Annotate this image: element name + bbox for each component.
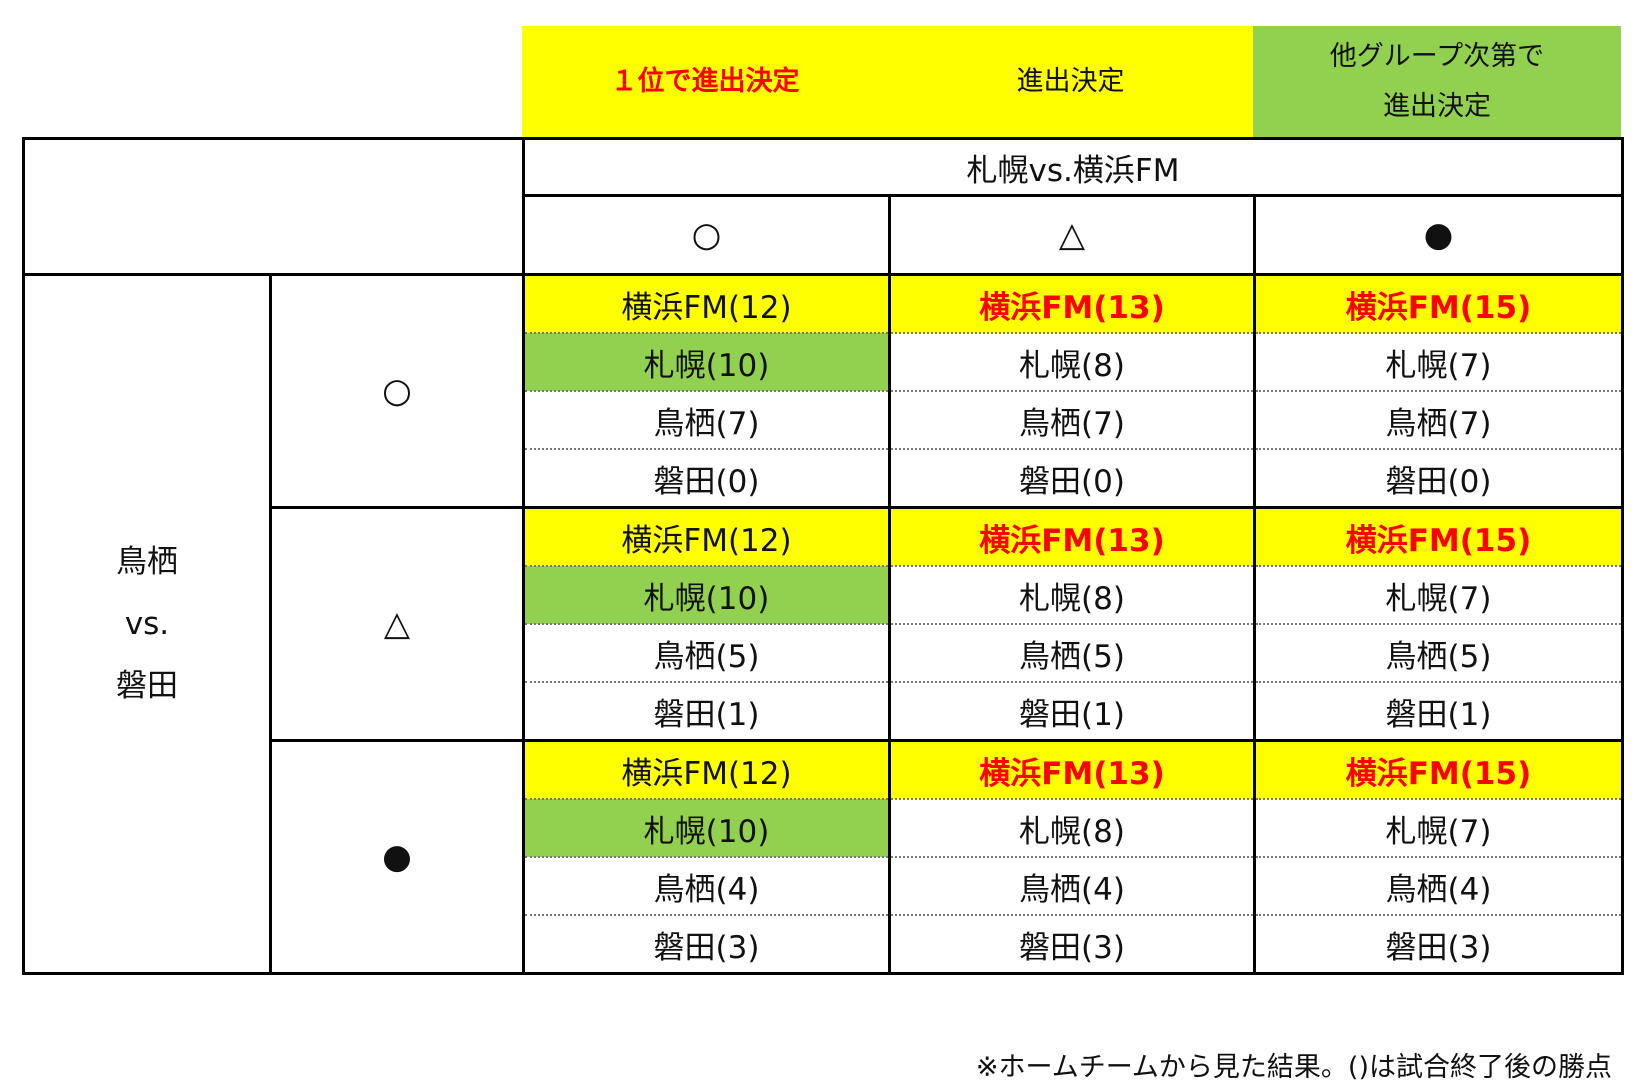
standing-cell: 横浜FM(12)	[522, 506, 891, 567]
legend-depends: 他グループ次第で 進出決定	[1253, 26, 1621, 137]
standing-cell: 札幌(7)	[1253, 332, 1624, 392]
table-row: ● 横浜FM(12) 横浜FM(13) 横浜FM(15)	[24, 739, 1624, 975]
legend-advance: 進出決定	[888, 26, 1253, 137]
standing-cell: 横浜FM(12)	[522, 739, 891, 800]
table-row: 磐田(1) 磐田(1) 磐田(1)	[24, 681, 1624, 742]
standing-cell: 鳥栖(7)	[888, 390, 1256, 450]
standing-cell: 鳥栖(5)	[1253, 623, 1624, 683]
standing-cell: 横浜FM(13)	[888, 273, 1256, 334]
standing-cell: 札幌(8)	[888, 332, 1256, 392]
standing-cell: 鳥栖(4)	[522, 856, 891, 916]
corner-cell	[22, 137, 525, 276]
standing-cell: 鳥栖(4)	[888, 856, 1256, 916]
table-row: 鳥栖 vs. 磐田 ○ 横浜FM(12) 横浜FM(13) 横浜FM(15)	[22, 273, 1624, 975]
standing-cell: 磐田(1)	[1253, 681, 1624, 742]
table-row: △ 横浜FM(12) 横浜FM(13) 横浜FM(15)	[24, 506, 1624, 742]
standing-cell: 横浜FM(15)	[1253, 273, 1624, 334]
standing-cell: 札幌(8)	[888, 565, 1256, 625]
standing-cell: 横浜FM(15)	[1253, 739, 1624, 800]
standing-cell: 横浜FM(13)	[888, 739, 1256, 800]
standing-cell: 鳥栖(4)	[1253, 856, 1624, 916]
standing-cell: 横浜FM(12)	[522, 273, 891, 334]
table-row: 磐田(0) 磐田(0) 磐田(0)	[24, 448, 1624, 509]
standing-cell: 磐田(0)	[522, 448, 891, 509]
table-row: 札幌(10) 札幌(8) 札幌(7)	[24, 798, 1624, 858]
standing-cell: 鳥栖(7)	[1253, 390, 1624, 450]
standing-cell: 札幌(8)	[888, 798, 1256, 858]
legend-first-place: １位で進出決定	[522, 26, 888, 137]
result-header-win: ○	[522, 194, 891, 276]
standing-cell: 札幌(7)	[1253, 565, 1624, 625]
match-header: 札幌vs.横浜FM	[522, 137, 1624, 197]
standing-cell: 鳥栖(5)	[888, 623, 1256, 683]
footnote: ※ホームチームから見た結果。()は試合終了後の勝点	[975, 1052, 1612, 1083]
side-match: 鳥栖 vs. 磐田	[22, 273, 272, 975]
result-header-loss: ●	[1253, 194, 1624, 276]
side-result: △	[269, 506, 525, 742]
standing-cell: 磐田(0)	[888, 448, 1256, 509]
side-match-line2: vs.	[124, 606, 170, 642]
standing-cell: 鳥栖(5)	[522, 623, 891, 683]
table-row: 鳥栖(7) 鳥栖(7) 鳥栖(7)	[24, 390, 1624, 450]
side-match-line3: 磐田	[116, 668, 178, 704]
side-result: ●	[269, 739, 525, 975]
standing-cell: 札幌(10)	[522, 565, 891, 625]
standing-cell: 札幌(7)	[1253, 798, 1624, 858]
table-row: 札幌(10) 札幌(8) 札幌(7)	[24, 332, 1624, 392]
legend: １位で進出決定 進出決定 他グループ次第で 進出決定	[522, 26, 1621, 137]
table-row: 札幌(10) 札幌(8) 札幌(7)	[24, 565, 1624, 625]
table-row: 鳥栖(4) 鳥栖(4) 鳥栖(4)	[24, 856, 1624, 916]
side-result: ○	[269, 273, 525, 509]
standing-cell: 札幌(10)	[522, 332, 891, 392]
standing-cell: 札幌(10)	[522, 798, 891, 858]
standing-cell: 鳥栖(7)	[522, 390, 891, 450]
standing-cell: 磐田(0)	[1253, 448, 1624, 509]
standing-cell: 磐田(3)	[1253, 914, 1624, 975]
table-row: 磐田(3) 磐田(3) 磐田(3)	[24, 914, 1624, 975]
standing-cell: 横浜FM(13)	[888, 506, 1256, 567]
standing-cell: 磐田(3)	[888, 914, 1256, 975]
standing-cell: 磐田(3)	[522, 914, 891, 975]
side-match-line1: 鳥栖	[116, 544, 178, 580]
standing-cell: 横浜FM(15)	[1253, 506, 1624, 567]
standings-table: 札幌vs.横浜FM ○ △ ● 鳥栖 vs. 磐田 ○ 横浜FM(12) 横浜FM(13)…	[22, 137, 1624, 975]
standing-cell: 磐田(1)	[888, 681, 1256, 742]
table-row: 鳥栖(5) 鳥栖(5) 鳥栖(5)	[24, 623, 1624, 683]
standing-cell: 磐田(1)	[522, 681, 891, 742]
result-header-draw: △	[888, 194, 1256, 276]
